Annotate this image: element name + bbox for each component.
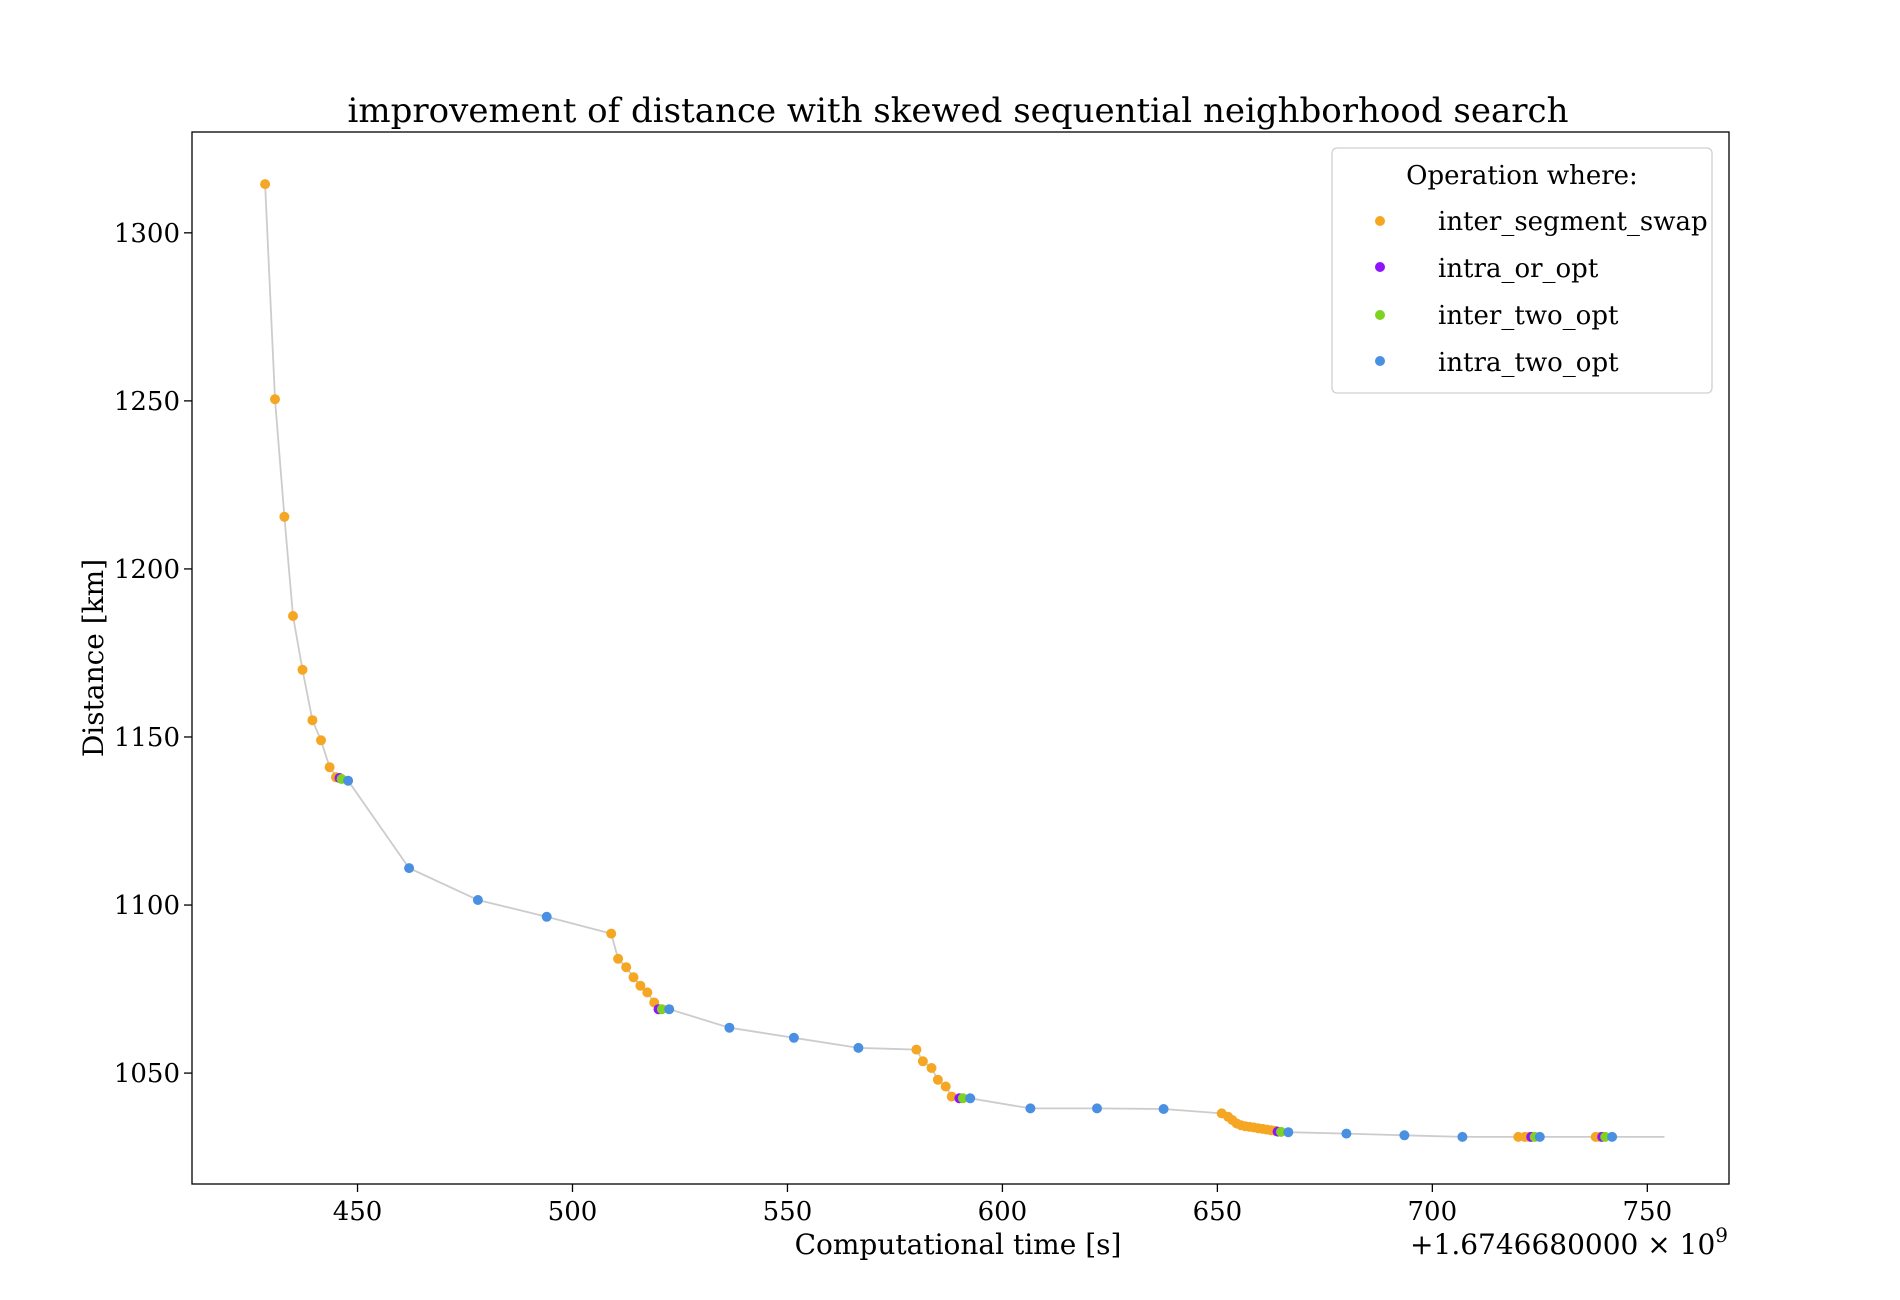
point-inter-two-opt: [1600, 1131, 1611, 1142]
y-tick-label: 1150: [114, 723, 180, 753]
point-inter-segment-swap: [613, 953, 624, 964]
point-inter-segment-swap: [642, 987, 653, 998]
legend: Operation where: inter_segment_swap intr…: [1331, 147, 1713, 394]
legend-marker-inter-two-opt: [1375, 310, 1385, 320]
point-inter-segment-swap: [635, 980, 646, 991]
x-axis: 450 500 550 600 650 700 750: [333, 1184, 1672, 1227]
point-inter-segment-swap: [324, 762, 335, 773]
point-inter-segment-swap: [917, 1056, 928, 1067]
point-intra-two-opt: [664, 1004, 675, 1015]
point-intra-two-opt: [404, 863, 415, 874]
point-inter-segment-swap: [926, 1063, 937, 1073]
y-tick-label: 1300: [114, 219, 180, 249]
legend-marker-inter-segment-swap: [1375, 216, 1385, 226]
point-intra-two-opt: [1607, 1131, 1618, 1142]
legend-marker-intra-two-opt: [1375, 356, 1385, 366]
chart-title: improvement of distance with skewed sequ…: [348, 91, 1569, 131]
point-intra-two-opt: [1399, 1130, 1410, 1141]
legend-label-inter-segment-swap: inter_segment_swap: [1438, 207, 1708, 237]
plot-area: [260, 179, 1665, 1142]
legend-title: Operation where:: [1406, 161, 1638, 191]
x-axis-offset-label: +1.6746680000 × 109: [1410, 1223, 1728, 1261]
point-inter-segment-swap: [940, 1081, 951, 1092]
point-inter-segment-swap: [946, 1091, 957, 1102]
legend-label-intra-or-opt: intra_or_opt: [1438, 254, 1599, 284]
legend-entry-intra-two-opt: intra_two_opt: [1375, 348, 1619, 378]
legend-marker-intra-or-opt: [1375, 262, 1385, 272]
series-inter-segment-swap: [260, 179, 1605, 1142]
x-tick-label: 700: [1408, 1197, 1458, 1227]
point-intra-two-opt: [1457, 1131, 1468, 1142]
point-intra-two-opt: [1092, 1103, 1102, 1114]
point-inter-segment-swap: [297, 664, 308, 675]
y-tick-label: 1050: [114, 1059, 180, 1089]
point-inter-segment-swap: [279, 511, 290, 522]
y-axis: 1050 1100 1150 1200 1250 1300: [114, 219, 192, 1089]
x-tick-label: 550: [763, 1197, 813, 1227]
legend-entry-inter-two-opt: inter_two_opt: [1375, 301, 1619, 331]
x-tick-label: 450: [333, 1197, 383, 1227]
point-intra-two-opt: [541, 911, 552, 922]
series-intra-or-opt: [334, 773, 1608, 1142]
point-intra-two-opt: [1534, 1131, 1545, 1142]
point-intra-two-opt: [724, 1022, 735, 1033]
point-inter-segment-swap: [911, 1044, 922, 1055]
plot-frame: [191, 131, 1730, 1185]
legend-entry-intra-or-opt: intra_or_opt: [1375, 254, 1599, 284]
x-tick-label: 650: [1193, 1197, 1243, 1227]
point-intra-two-opt: [853, 1042, 864, 1053]
y-tick-label: 1200: [114, 555, 180, 585]
x-axis-offset-exponent: 9: [1715, 1223, 1728, 1247]
x-axis-offset-mantissa: +1.6746680000 × 10: [1410, 1228, 1715, 1261]
point-inter-segment-swap: [621, 962, 632, 973]
point-inter-segment-swap: [932, 1074, 943, 1085]
point-inter-segment-swap: [288, 611, 298, 621]
point-inter-segment-swap: [307, 715, 318, 726]
series-intra-two-opt: [343, 775, 1618, 1142]
point-inter-segment-swap: [260, 179, 271, 190]
point-intra-two-opt: [1158, 1104, 1169, 1114]
point-inter-segment-swap: [316, 735, 326, 746]
point-inter-two-opt: [656, 1004, 667, 1015]
point-intra-two-opt: [1283, 1127, 1294, 1138]
point-intra-two-opt: [1341, 1128, 1352, 1139]
point-intra-two-opt: [472, 895, 483, 905]
legend-label-intra-two-opt: intra_two_opt: [1438, 348, 1619, 378]
point-intra-two-opt: [1025, 1103, 1036, 1114]
point-inter-two-opt: [957, 1093, 968, 1104]
x-axis-label: Computational time [s]: [795, 1228, 1122, 1261]
point-intra-two-opt: [965, 1093, 976, 1104]
y-tick-label: 1250: [114, 387, 180, 417]
point-inter-segment-swap: [606, 928, 617, 939]
legend-label-inter-two-opt: inter_two_opt: [1438, 301, 1619, 331]
x-tick-label: 750: [1622, 1197, 1672, 1227]
point-inter-segment-swap: [628, 972, 639, 983]
y-tick-label: 1100: [114, 891, 180, 921]
legend-box: [1331, 147, 1713, 394]
point-intra-two-opt: [343, 775, 354, 786]
series-inter-two-opt: [336, 774, 1611, 1142]
legend-entry-inter-segment-swap: inter_segment_swap: [1375, 207, 1708, 237]
point-inter-two-opt: [1276, 1126, 1286, 1137]
y-axis-label: Distance [km]: [77, 559, 110, 757]
point-intra-two-opt: [788, 1032, 799, 1043]
point-inter-segment-swap: [270, 394, 280, 405]
x-tick-label: 600: [978, 1197, 1028, 1227]
x-tick-label: 500: [548, 1197, 598, 1227]
